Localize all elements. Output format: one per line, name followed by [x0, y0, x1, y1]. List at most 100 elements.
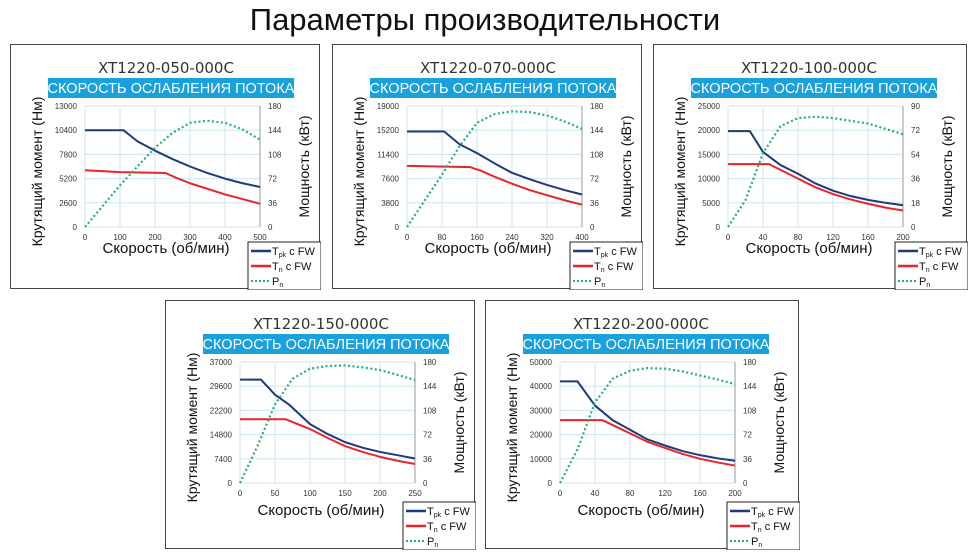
y2-tick-label: 0 [590, 223, 595, 232]
legend-label-main: P [751, 536, 758, 548]
legend-label-pn: Pn [594, 276, 605, 289]
series-line-tn [406, 164, 583, 206]
chart-panel-050: XT1220-050-000C СКОРОСТЬ ОСЛАБЛЕНИЯ ПОТОК… [10, 44, 321, 290]
y-tick-label: 0 [716, 223, 721, 232]
legend-label-main: T [751, 506, 758, 518]
legend-label-pn: Pn [751, 536, 762, 549]
x-axis-label: Скорость (об/мин) [257, 502, 384, 519]
legend-label-sub: n [601, 267, 605, 274]
x-tick-label: 240 [505, 233, 519, 242]
x-tick-label: 200 [896, 233, 910, 242]
y-tick-label: 40000 [530, 382, 553, 391]
x-tick-label: 120 [826, 233, 840, 242]
legend-label-main: P [919, 276, 926, 288]
subtitle-banner [691, 78, 937, 98]
y2-tick-label: 36 [743, 455, 752, 464]
legend-label-sub: n [601, 282, 605, 289]
x-tick-label: 80 [626, 489, 635, 498]
x-tick-label: 0 [405, 233, 410, 242]
y2-tick-label: 0 [911, 223, 916, 232]
y-tick-label: 7600 [381, 175, 399, 184]
chart-subtitle: СКОРОСТЬ ОСЛАБЛЕНИЯ ПОТОКА [523, 337, 770, 353]
x-tick-label: 40 [759, 233, 768, 242]
chart-panel-150: XT1220-150-000C СКОРОСТЬ ОСЛАБЛЕНИЯ ПОТОК… [165, 300, 476, 550]
y2-tick-label: 144 [743, 382, 757, 391]
y-tick-label: 22200 [210, 406, 233, 415]
series-line-tn [560, 419, 736, 467]
y-tick-label: 50000 [530, 358, 553, 367]
y-tick-label: 19000 [377, 102, 400, 111]
series-line-pn [406, 110, 583, 228]
chart-svg: XT1220-150-000C СКОРОСТЬ ОСЛАБЛЕНИЯ ПОТОК… [184, 315, 476, 550]
y2-axis-label: Мощность (кВт) [296, 116, 312, 218]
y2-tick-label: 144 [423, 382, 437, 391]
legend-label-sub: n [926, 267, 930, 274]
legend-label-tn: Tn с FW [919, 261, 959, 274]
y-tick-label: 10400 [55, 126, 78, 135]
y2-tick-label: 72 [911, 126, 920, 135]
legend-label-main: T [594, 261, 601, 273]
x-axis-label: Скорость (об/мин) [577, 502, 704, 519]
x-tick-label: 160 [693, 489, 707, 498]
y2-tick-label: 180 [590, 102, 604, 111]
y-axis-label: Крутящий момент (Нм) [504, 353, 520, 503]
x-tick-label: 400 [575, 233, 589, 242]
y2-axis-label: Мощность (кВт) [618, 116, 634, 218]
y2-tick-label: 0 [423, 479, 428, 488]
y-axis-label: Крутящий момент (Нм) [29, 97, 45, 247]
series-line-pn [727, 115, 904, 228]
chart-svg: XT1220-050-000C СКОРОСТЬ ОСЛАБЛЕНИЯ ПОТОК… [29, 59, 321, 290]
legend-label-main: P [272, 276, 279, 288]
y-tick-label: 10000 [530, 455, 553, 464]
chart-panel-100: XT1220-100-000C СКОРОСТЬ ОСЛАБЛЕНИЯ ПОТОК… [653, 44, 968, 290]
x-tick-label: 40 [591, 489, 600, 498]
y2-tick-label: 180 [743, 358, 757, 367]
subtitle-banner [48, 78, 294, 98]
y2-axis-label: Мощность (кВт) [451, 372, 467, 474]
legend-label-rest: с FW [286, 246, 315, 258]
legend-label-tpk: Tpk с FW [594, 246, 637, 259]
y-tick-label: 2600 [59, 199, 77, 208]
chart-title: XT1220-050-000C [98, 59, 234, 77]
legend-label-sub: n [758, 542, 762, 549]
y2-tick-label: 90 [911, 102, 920, 111]
chart-title: XT1220-100-000C [741, 59, 877, 77]
x-tick-label: 0 [238, 489, 243, 498]
y-tick-label: 11400 [377, 150, 399, 159]
x-tick-label: 200 [373, 489, 387, 498]
x-tick-label: 120 [658, 489, 672, 498]
y2-tick-label: 36 [423, 455, 432, 464]
legend-label-main: T [919, 261, 926, 273]
x-tick-label: 80 [794, 233, 803, 242]
y2-tick-label: 36 [268, 199, 277, 208]
y-tick-label: 7400 [214, 455, 232, 464]
y-tick-label: 25000 [698, 102, 721, 111]
y2-tick-label: 36 [911, 175, 920, 184]
legend-label-rest: с FW [441, 506, 470, 518]
chart-title: XT1220-150-000C [253, 315, 389, 333]
legend-label-main: T [272, 261, 279, 273]
legend-label-rest: с FW [438, 521, 467, 533]
x-tick-label: 100 [113, 233, 127, 242]
legend-label-tpk: Tpk с FW [919, 246, 962, 259]
series-line-pn [84, 119, 261, 228]
x-tick-label: 250 [408, 489, 422, 498]
y-tick-label: 5000 [702, 199, 720, 208]
chart-subtitle: СКОРОСТЬ ОСЛАБЛЕНИЯ ПОТОКА [691, 81, 938, 97]
legend-label-sub: n [279, 282, 283, 289]
y2-tick-label: 180 [268, 102, 282, 111]
legend-label-rest: с FW [933, 246, 962, 258]
y2-tick-label: 18 [911, 199, 920, 208]
page-title: Параметры производительности [249, 2, 721, 37]
legend-label-rest: с FW [608, 246, 637, 258]
legend-label-sub: n [758, 527, 762, 534]
legend-label-main: T [272, 246, 279, 258]
legend-label-main: T [427, 506, 434, 518]
y2-axis-label: Мощность (кВт) [771, 372, 787, 474]
series-line-tn [84, 169, 261, 205]
chart-subtitle: СКОРОСТЬ ОСЛАБЛЕНИЯ ПОТОКА [203, 337, 450, 353]
y2-tick-label: 72 [423, 431, 432, 440]
y2-tick-label: 144 [590, 126, 604, 135]
y-tick-label: 20000 [530, 431, 553, 440]
series-line-tpk [728, 130, 904, 207]
